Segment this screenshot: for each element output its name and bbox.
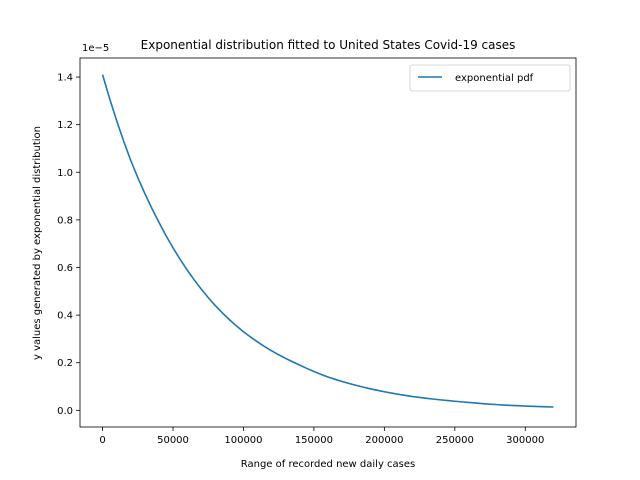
x-tick-label: 250000 [436, 435, 474, 446]
x-tick-label: 50000 [157, 435, 189, 446]
plot-area [79, 57, 577, 428]
y-tick-label: 0.6 [57, 263, 73, 274]
x-axis: 0 50000 100000 150000 200000 250000 300000 [99, 427, 544, 446]
y-axis-label: y values generated by exponential distri… [32, 126, 43, 360]
x-tick-label: 200000 [365, 435, 403, 446]
chart-title: Exponential distribution fitted to Unite… [141, 38, 516, 52]
x-axis-label: Range of recorded new daily cases [241, 459, 416, 470]
legend-box [409, 64, 571, 92]
series-layer [101, 74, 554, 408]
y-tick-label: 1.2 [57, 120, 73, 131]
x-tick-label: 0 [99, 435, 105, 446]
y-tick-label: 1.4 [57, 73, 73, 84]
series-line-exponential-pdf [101, 74, 554, 408]
y-tick-label: 0.4 [57, 311, 73, 322]
y-tick-label: 0.2 [57, 358, 73, 369]
y-tick-label: 1.0 [57, 168, 73, 179]
y-axis: 0.0 0.2 0.4 0.6 0.8 1.0 1.2 1.4 [57, 73, 80, 417]
x-tick-label: 100000 [224, 435, 262, 446]
y-scale-label: 1e−5 [82, 43, 109, 54]
axes-frame [79, 57, 577, 428]
y-tick-label: 0.8 [57, 215, 73, 226]
legend: exponential pdf [409, 64, 571, 92]
x-tick-label: 300000 [506, 435, 544, 446]
x-tick-label: 150000 [295, 435, 333, 446]
y-tick-label: 0.0 [57, 406, 73, 417]
legend-label: exponential pdf [455, 73, 534, 84]
